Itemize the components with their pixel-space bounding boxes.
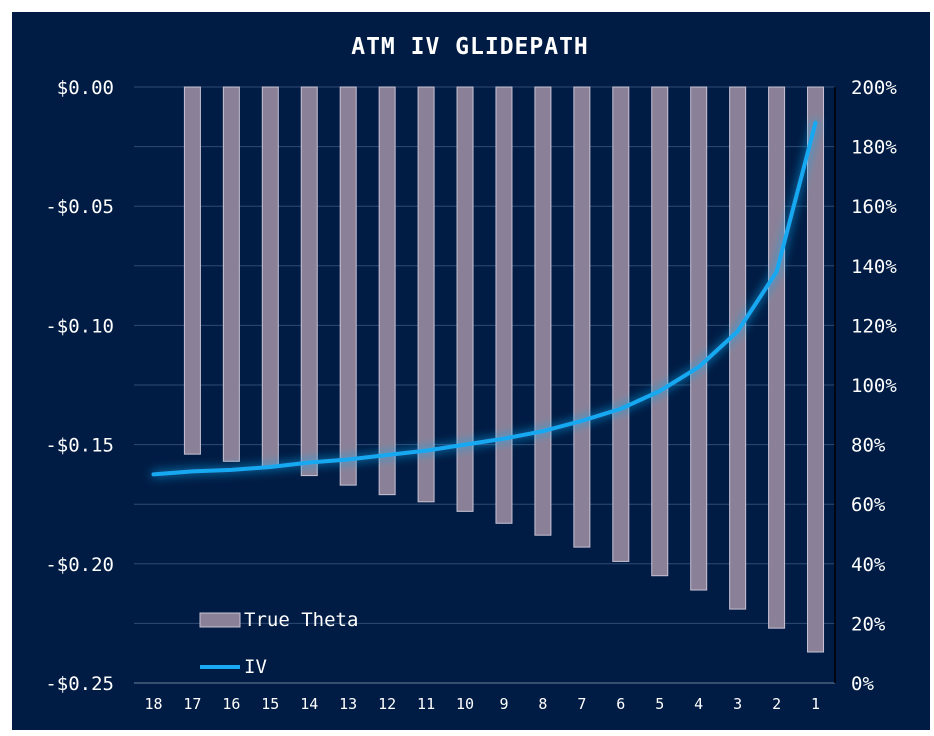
y-right-tick-label: 140%	[851, 256, 897, 278]
bar-true-theta-10	[457, 87, 473, 511]
x-tick-label: 15	[261, 695, 279, 713]
y-left-tick-label: -$0.05	[45, 196, 114, 218]
y-left-tick-label: -$0.20	[45, 554, 114, 576]
y-right-tick-label: 120%	[851, 315, 897, 337]
iv-line	[154, 123, 816, 475]
bar-true-theta-13	[340, 87, 356, 485]
y-left-tick-label: $0.00	[57, 77, 114, 99]
iv-line-group	[153, 123, 815, 475]
x-tick-label: 9	[499, 695, 508, 713]
legend-swatch-true-theta	[200, 613, 240, 627]
bar-true-theta-3	[730, 87, 746, 609]
x-tick-label: 8	[538, 695, 547, 713]
bar-true-theta-11	[418, 87, 434, 502]
x-tick-label: 6	[616, 695, 625, 713]
chart-title: ATM IV GLIDEPATH	[351, 34, 589, 60]
legend-label-iv: IV	[244, 656, 267, 678]
y-right-tick-label: 20%	[851, 613, 886, 635]
bar-true-theta-15	[262, 87, 278, 466]
y-left-tick-label: -$0.15	[45, 435, 114, 457]
bar-true-theta-14	[301, 87, 317, 476]
y-right-tick-label: 180%	[851, 137, 897, 159]
bar-true-theta-7	[574, 87, 590, 547]
x-tick-label: 3	[733, 695, 742, 713]
x-tick-label: 1	[811, 695, 820, 713]
bar-true-theta-17	[184, 87, 200, 454]
x-tick-label: 4	[694, 695, 703, 713]
x-tick-label: 16	[222, 695, 240, 713]
y-right-tick-label: 0%	[851, 673, 874, 695]
bar-true-theta-16	[223, 87, 239, 461]
y-right-tick-label: 60%	[851, 494, 886, 516]
bar-true-theta-2	[769, 87, 785, 628]
bars	[184, 87, 823, 652]
x-tick-label: 13	[339, 695, 357, 713]
bar-true-theta-5	[652, 87, 668, 576]
bar-true-theta-8	[535, 87, 551, 535]
bar-true-theta-1	[808, 87, 824, 652]
bar-true-theta-4	[691, 87, 707, 590]
bar-true-theta-6	[613, 87, 629, 561]
x-tick-label: 11	[417, 695, 435, 713]
bar-true-theta-9	[496, 87, 512, 523]
chart: ATM IV GLIDEPATH $0.00 -$0.05 -$0.10 -$0.15…	[12, 12, 930, 730]
y-right-tick-label: 80%	[851, 435, 886, 457]
y-right-tick-label: 100%	[851, 375, 897, 397]
x-tick-label: 2	[772, 695, 781, 713]
legend: True Theta IV	[200, 609, 358, 678]
y-left-tick-label: -$0.25	[45, 673, 114, 695]
y-left-tick-label: -$0.10	[45, 315, 114, 337]
x-tick-label: 5	[655, 695, 664, 713]
x-tick-label: 14	[300, 695, 318, 713]
chart-frame: ATM IV GLIDEPATH $0.00 -$0.05 -$0.10 -$0.15…	[12, 12, 930, 730]
x-tick-label: 18	[144, 695, 162, 713]
y-right-tick-label: 160%	[851, 196, 897, 218]
x-tick-label: 7	[577, 695, 586, 713]
y-right-tick-label: 40%	[851, 554, 886, 576]
legend-label-true-theta: True Theta	[244, 609, 358, 631]
x-tick-label: 12	[378, 695, 396, 713]
x-tick-label: 10	[456, 695, 474, 713]
y-right-tick-label: 200%	[851, 77, 897, 99]
x-tick-label: 17	[183, 695, 201, 713]
bar-true-theta-12	[379, 87, 395, 495]
